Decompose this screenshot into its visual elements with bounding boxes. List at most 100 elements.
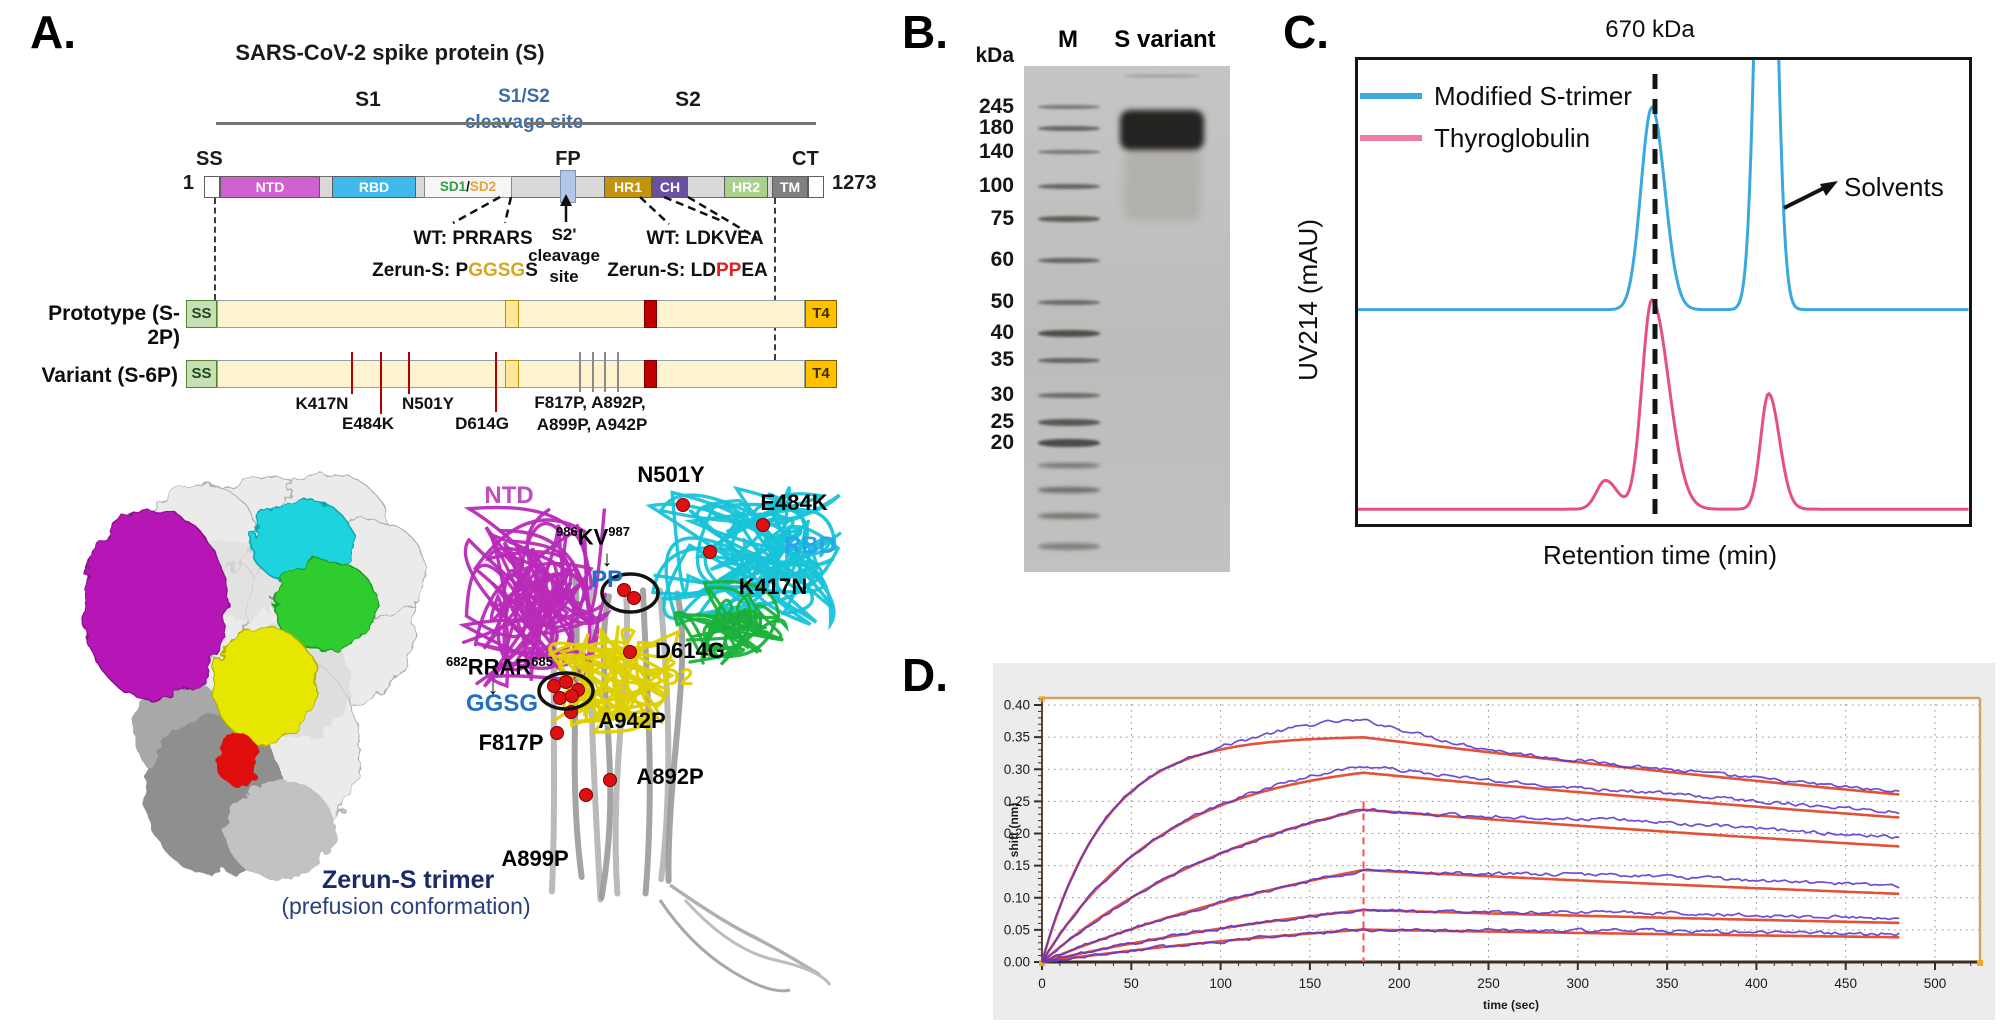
svg-text:0.00: 0.00	[1004, 955, 1030, 970]
prototype-furin-ggsg-box	[505, 300, 519, 328]
mutation-tick-gray	[592, 352, 594, 392]
panel-d-label: D.	[902, 649, 948, 701]
fusion-peptide-label: FP	[555, 148, 581, 170]
ladder-label-25: 25	[990, 410, 1014, 433]
ladder-band-100	[1038, 183, 1100, 189]
ladder-band-unlabeled	[1038, 487, 1100, 493]
zerun-hr-pp: PP	[715, 260, 742, 281]
e484k-label: E484K	[760, 490, 828, 515]
ladder-label-75: 75	[990, 207, 1014, 230]
sample-faint-top-band	[1124, 74, 1200, 78]
mutation-label-d614g: D614G	[455, 414, 509, 433]
proline-mutations-line1: F817P, A892P,	[534, 393, 646, 412]
a892p-label: A892P	[636, 764, 704, 789]
sec-y-axis-label: UV214 (mAU)	[1292, 219, 1323, 381]
spike-protein-title: SARS-CoV-2 spike protein (S)	[235, 40, 545, 65]
prototype-t4-foldon-box: T4	[805, 300, 837, 328]
svg-text:shift (nm): shift (nm)	[1007, 803, 1021, 858]
sec-chromatogram-plot: Modified S-trimer Thyroglobulin Solvents	[1358, 0, 1969, 518]
hr1-domain-box: HR1	[604, 176, 652, 198]
svg-text:400: 400	[1745, 976, 1768, 991]
mutation-label-k417n: K417N	[295, 394, 349, 413]
mutation-tick-red	[380, 352, 382, 414]
a899p-label: A899P	[501, 846, 569, 871]
sd-slash: /	[466, 179, 470, 194]
svg-text:0.10: 0.10	[1004, 890, 1030, 905]
solvents-arrow-line	[1783, 185, 1827, 210]
zerun-hr-prefix: Zerun-S:	[607, 260, 691, 281]
sample-main-band	[1120, 110, 1204, 150]
spike-structure-graphics	[82, 474, 842, 993]
prototype-construct-bar: SS T4	[186, 300, 837, 328]
ladder-label-100: 100	[978, 174, 1014, 197]
ch-domain-box: CH	[652, 176, 688, 198]
ladder-band-unlabeled	[1038, 513, 1100, 519]
sample-lane-label: S variant	[1114, 26, 1216, 53]
ladder-band-140	[1038, 150, 1100, 154]
solvents-annotation: Solvents	[1844, 172, 1944, 202]
legend-label-modified-s-trimer: Modified S-trimer	[1434, 81, 1632, 111]
ladder-band-75	[1038, 216, 1100, 222]
trimer-caption-line2: (prefusion conformation)	[281, 893, 531, 919]
s1-bracket-line	[216, 122, 516, 125]
c-terminal-cap	[808, 176, 824, 198]
rrar682-685-label: 682RRAR685	[446, 654, 553, 680]
ladder-label-20: 20	[990, 431, 1014, 454]
tm-domain-box: TM	[772, 176, 808, 198]
ladder-band-180	[1038, 125, 1100, 131]
sds-page-gel	[1024, 66, 1230, 572]
wt-furin-site-label: WT: PRRARS	[413, 228, 533, 249]
zerun-hr-site-label: Zerun-S: LDPPEA	[605, 260, 770, 282]
prototype-ss-box: SS	[186, 300, 217, 328]
sd1-sd2-domain-box: SD1/SD2	[424, 176, 512, 198]
variant-t4-foldon-box: T4	[805, 360, 837, 388]
svg-text:time (sec): time (sec)	[1483, 998, 1539, 1012]
zerun-furin-ggsg: GGSG	[468, 260, 526, 281]
zerun-furin-site-label: Zerun-S: PGGSGS	[365, 260, 545, 282]
panel-a-label: A.	[30, 6, 76, 58]
variant-construct-bar: SS T4	[186, 360, 837, 388]
rrar-sup-685: 685	[531, 654, 553, 669]
mutation-tick-gray	[579, 352, 581, 392]
hr2-domain-box: HR2	[724, 176, 768, 198]
signal-sequence-label: SS	[196, 148, 223, 170]
sec-y-axis-label-wrap: UV214 (mAU)	[1292, 140, 1324, 460]
s2prime-label: S2'	[551, 225, 577, 244]
s2-bracket-line	[524, 122, 816, 125]
variant-2p-box	[644, 360, 657, 388]
kda-header: kDa	[975, 44, 1014, 67]
left-boundary-dashed-line	[214, 198, 216, 300]
ladder-label-140: 140	[978, 140, 1014, 163]
mutation-tick-red	[495, 352, 497, 412]
svg-text:150: 150	[1299, 976, 1322, 991]
ladder-band-30	[1038, 392, 1100, 398]
rrar-down-arrow: ↓	[487, 674, 499, 699]
ladder-label-60: 60	[990, 248, 1014, 271]
kv-sup-987: 987	[608, 524, 630, 539]
ladder-band-245	[1038, 105, 1100, 109]
wt-hr-site-label: WT: LDKVEA	[646, 228, 764, 249]
bli-sensorgram-plot: 0 50 100 150 200 250 300 350 400 450 500 0.00 0.05 0.…	[993, 663, 1995, 1020]
kv-sup-986: 986	[556, 524, 578, 539]
sd2-domain-label: SD2	[469, 179, 497, 194]
sd1-domain-label: SD1	[439, 179, 467, 194]
mutation-tick-red	[408, 352, 410, 394]
ladder-band-unlabeled	[1038, 542, 1100, 550]
s1s2-region-label: S1/S2	[498, 86, 550, 107]
prototype-2p-box	[644, 300, 657, 328]
zerun-hr-ld: LD	[690, 260, 716, 281]
ladder-band-20	[1038, 439, 1100, 447]
ladder-band-40	[1038, 329, 1100, 337]
legend-label-thyroglobulin: Thyroglobulin	[1434, 123, 1590, 153]
c-terminus-label: CT	[792, 148, 819, 170]
svg-text:0.05: 0.05	[1004, 922, 1030, 937]
n501y-label: N501Y	[637, 462, 705, 487]
svg-text:0.25: 0.25	[1004, 794, 1030, 809]
variant-furin-ggsg-box	[505, 360, 519, 388]
svg-text:0.30: 0.30	[1004, 762, 1030, 777]
residue-end-label: 1273	[832, 172, 877, 194]
ladder-band-35	[1038, 357, 1100, 363]
trimer-caption-line1: Zerun-S trimer	[322, 866, 495, 894]
sd2-structure-label: SD2	[646, 664, 694, 691]
sec-670kda-title: 670 kDa	[1605, 16, 1695, 43]
